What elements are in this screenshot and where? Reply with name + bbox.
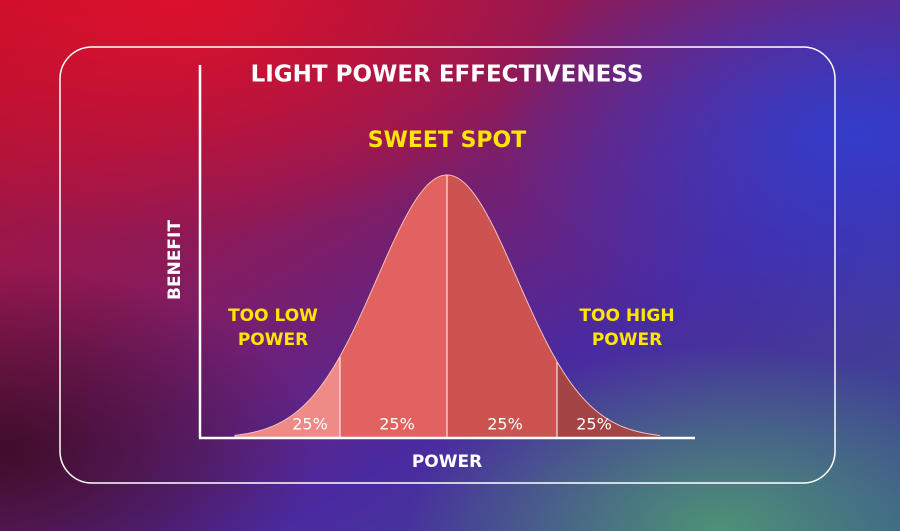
bell-curve: 25% 25% 25% 25% — [234, 174, 661, 438]
segment-label: 25% — [576, 415, 612, 434]
too-low-label: POWER — [238, 330, 308, 350]
y-axis-label: BENEFIT — [165, 220, 185, 300]
curve-segment — [447, 175, 557, 438]
too-high-label: TOO HIGH — [579, 306, 674, 326]
too-high-label: POWER — [592, 330, 662, 350]
title: LIGHT POWER EFFECTIVENESS — [251, 62, 644, 88]
segment-label: 25% — [292, 415, 328, 434]
too-low-label: TOO LOW — [228, 306, 318, 326]
curve-outline — [234, 174, 661, 438]
curve-segment — [235, 356, 340, 438]
card-frame — [59, 46, 836, 484]
segment-label: 25% — [379, 415, 415, 434]
segment-label: 25% — [487, 415, 523, 434]
x-axis-label: POWER — [412, 452, 482, 472]
curve-segment — [340, 175, 447, 438]
sweet-spot-label: SWEET SPOT — [368, 128, 527, 153]
curve-segment — [557, 361, 660, 438]
